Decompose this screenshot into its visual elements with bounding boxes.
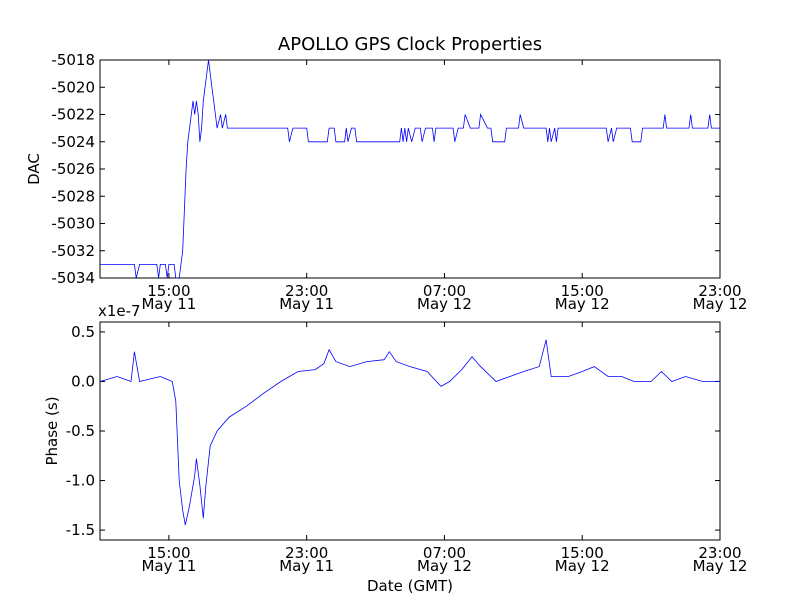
- dac-ylabel: DAC: [25, 153, 43, 185]
- xtick-label-time: 23:00: [698, 544, 741, 562]
- xtick-label-date: May 12: [417, 295, 472, 313]
- dac-series-line: [100, 59, 720, 279]
- xtick-label-time: 15:00: [561, 282, 604, 300]
- xtick-label-date: May 11: [279, 295, 334, 313]
- xtick-label-time: 15:00: [147, 544, 190, 562]
- xtick-label-date: May 12: [555, 557, 610, 575]
- ytick-label: 0.5: [71, 323, 95, 341]
- xtick-label-date: May 12: [555, 295, 610, 313]
- xtick-label-time: 07:00: [423, 282, 466, 300]
- ytick-label: -0.5: [66, 422, 95, 440]
- ytick-label: -5026: [51, 160, 95, 178]
- ytick-label: -5030: [51, 215, 95, 233]
- ytick-label: -5020: [51, 78, 95, 96]
- phase-xlabel: Date (GMT): [367, 577, 453, 595]
- ytick-label: -5018: [51, 51, 95, 69]
- phase-multiplier-label: x1e-7: [98, 302, 141, 320]
- dac-axes-frame: [99, 59, 721, 279]
- xtick-label-time: 15:00: [147, 282, 190, 300]
- dac-axes: -5018 -5020 -5022 -5024 -5026 -5028 -5030 -5032…: [25, 51, 747, 313]
- xtick-label-time: 23:00: [698, 282, 741, 300]
- ytick-label: 0.0: [71, 372, 95, 390]
- dac-ticks: -5018 -5020 -5022 -5024 -5026 -5028 -5030 -5032…: [51, 51, 747, 313]
- xtick-label-date: May 12: [417, 557, 472, 575]
- xtick-label-date: May 11: [279, 557, 334, 575]
- xtick-label-date: May 11: [141, 295, 196, 313]
- ytick-label: -5022: [51, 106, 95, 124]
- ytick-label: -5028: [51, 187, 95, 205]
- ytick-label: -1.0: [66, 472, 95, 490]
- chart-title: APOLLO GPS Clock Properties: [278, 34, 542, 55]
- xtick-label-time: 15:00: [561, 544, 604, 562]
- xtick-label-time: 23:00: [285, 282, 328, 300]
- xtick-label-time: 23:00: [285, 544, 328, 562]
- ytick-label: -5034: [51, 269, 95, 287]
- phase-ylabel: Phase (s): [43, 396, 61, 465]
- phase-axes-frame: [99, 321, 721, 541]
- phase-series-line: [99, 339, 720, 526]
- ytick-label: -5024: [51, 133, 95, 151]
- xtick-label-date: May 11: [141, 557, 196, 575]
- xtick-label-date: May 12: [693, 557, 748, 575]
- ytick-label: -5032: [51, 242, 95, 260]
- ytick-label: -1.5: [66, 521, 95, 539]
- xtick-label-date: May 12: [693, 295, 748, 313]
- xtick-label-time: 07:00: [423, 544, 466, 562]
